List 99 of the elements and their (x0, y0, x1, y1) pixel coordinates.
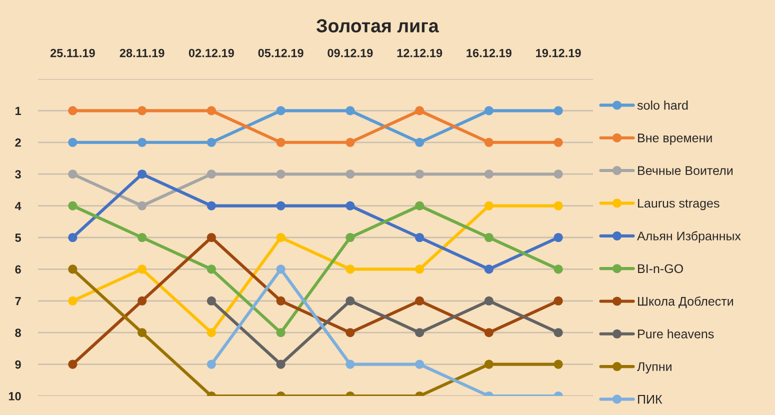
point (206, 201, 216, 210)
point (346, 201, 355, 210)
point (276, 170, 286, 179)
y-tick-label: 10 (8, 392, 21, 400)
point (554, 296, 563, 306)
point (554, 264, 563, 274)
point (554, 232, 563, 242)
point (346, 296, 355, 306)
point (68, 232, 78, 242)
legend-label: Лупни (637, 362, 672, 374)
point (68, 170, 78, 179)
point (276, 328, 286, 338)
legend-label: Вечные Воители (638, 166, 733, 176)
legend-label: BI-n-GO (638, 264, 683, 274)
point (415, 296, 424, 306)
point (484, 296, 494, 306)
x-tick-label: 19.12.19 (536, 48, 581, 58)
point (138, 264, 147, 274)
y-tick-label: 7 (15, 297, 21, 306)
point (68, 360, 78, 369)
y-tick-label: 5 (15, 234, 22, 242)
point (484, 201, 494, 210)
x-tick-label: 12.12.19 (397, 48, 442, 58)
x-tick-label: 09.12.19 (328, 48, 373, 58)
point (206, 360, 216, 369)
point (415, 328, 424, 338)
point (554, 328, 563, 338)
point (138, 232, 147, 242)
point (346, 360, 355, 369)
point (138, 296, 147, 306)
point (206, 328, 216, 338)
point (138, 106, 147, 116)
point (276, 106, 286, 116)
point (346, 328, 355, 338)
point (415, 360, 424, 369)
point (138, 201, 147, 210)
legend-label: Вне времени (638, 134, 712, 145)
point (484, 138, 494, 147)
point (415, 170, 424, 179)
point (68, 106, 78, 116)
point (415, 106, 424, 116)
x-tick-label: 02.12.19 (188, 48, 234, 58)
point (415, 201, 424, 210)
chart-title: Золотая лига (316, 19, 439, 32)
point (554, 138, 563, 147)
point (276, 264, 286, 274)
point (68, 264, 78, 274)
x-tick-label: 28.11.19 (120, 48, 164, 58)
point (346, 138, 355, 147)
point (276, 296, 286, 306)
point (206, 106, 216, 116)
point (276, 232, 286, 242)
x-tick-label: 25.11.19 (50, 48, 95, 58)
point (138, 328, 147, 338)
point (68, 296, 78, 306)
point (206, 170, 216, 179)
point (415, 138, 424, 147)
legend-label: Альян Избранных (637, 231, 741, 243)
y-tick-label: 3 (15, 170, 21, 179)
point (68, 138, 78, 147)
point (554, 106, 563, 116)
point (276, 360, 286, 369)
legend-label: Laurus strages (638, 198, 720, 210)
legend-label: ПИК (638, 394, 662, 404)
point (554, 360, 563, 369)
point (484, 360, 494, 369)
point (276, 138, 286, 147)
point (346, 264, 355, 274)
x-tick-label: 16.12.19 (466, 48, 512, 58)
point (276, 201, 286, 210)
point (484, 264, 494, 274)
point (415, 264, 424, 274)
point (206, 296, 216, 306)
point (554, 170, 563, 179)
legend-label: Pure heavens (638, 329, 714, 338)
legend-label: solo hard (637, 100, 688, 110)
point (68, 201, 78, 210)
point (484, 170, 494, 179)
legend-label: Школа Доблести (638, 296, 733, 308)
point (484, 232, 494, 242)
point (138, 138, 147, 147)
point (346, 106, 355, 116)
point (346, 170, 355, 179)
y-tick-label: 8 (15, 328, 21, 337)
y-tick-label: 1 (16, 106, 22, 115)
point (206, 264, 216, 274)
y-tick-label: 4 (14, 202, 22, 210)
y-tick-label: 9 (15, 360, 21, 369)
point (138, 170, 147, 179)
point (484, 328, 494, 338)
point (206, 138, 216, 147)
y-tick-label: 2 (15, 138, 21, 147)
point (484, 106, 494, 116)
point (415, 232, 424, 242)
point (346, 232, 355, 242)
point (554, 201, 563, 210)
y-tick-label: 6 (15, 265, 21, 274)
x-tick-label: 05.12.19 (258, 48, 304, 58)
point (206, 232, 216, 242)
